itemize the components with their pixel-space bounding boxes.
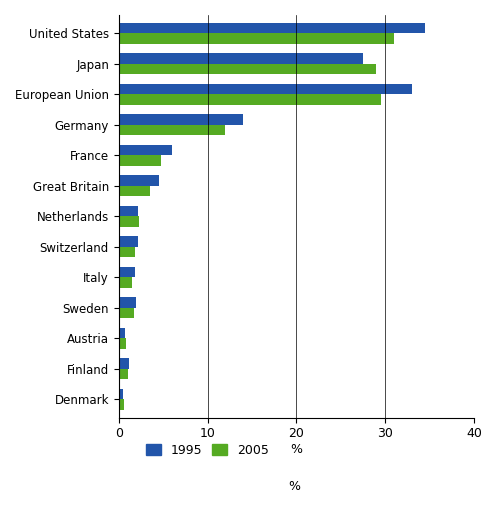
Bar [119,22,425,33]
Bar [119,175,159,186]
Bar [119,53,363,64]
Bar [119,338,126,349]
Bar [119,328,125,338]
Bar [119,216,139,227]
Bar [119,33,394,44]
Bar [119,186,150,196]
Bar [119,247,135,258]
Bar [119,114,243,125]
Bar [119,399,124,410]
Bar [119,388,123,399]
Bar [119,155,162,166]
Bar [119,236,138,247]
Bar [119,83,412,94]
X-axis label: %: % [290,443,302,456]
Bar [119,125,225,135]
Bar [119,277,132,288]
Bar [119,206,138,216]
Bar [119,64,376,74]
Text: %: % [288,479,300,493]
Bar [119,358,129,369]
Bar [119,94,381,105]
Bar [119,308,134,319]
Bar [119,297,137,308]
Legend: 1995, 2005: 1995, 2005 [143,442,272,460]
Bar [119,267,135,277]
Bar [119,369,128,380]
Bar [119,145,172,155]
